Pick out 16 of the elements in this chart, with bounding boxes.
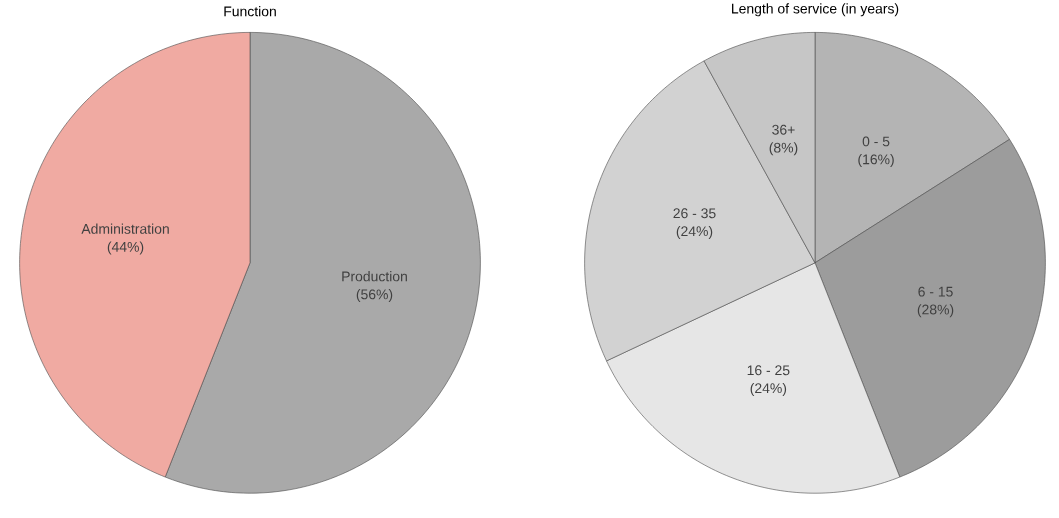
data-label: (24%) bbox=[750, 383, 787, 397]
slice-label: Production bbox=[342, 271, 407, 282]
slice-label: Administration bbox=[81, 223, 169, 234]
slice-label: 26 - 35 bbox=[673, 208, 716, 219]
slice-label: 36+ bbox=[772, 124, 795, 135]
chart-title: Function bbox=[224, 6, 276, 17]
data-label: (28%) bbox=[917, 304, 954, 318]
data-label: (56%) bbox=[356, 289, 393, 303]
data-label: (24%) bbox=[676, 226, 713, 240]
chart-title: Length of service (in years) bbox=[732, 3, 899, 17]
slice-label: 0 - 5 bbox=[862, 136, 890, 147]
data-label: (8%) bbox=[769, 142, 798, 156]
data-label: (16%) bbox=[858, 154, 894, 168]
data-label: (44%) bbox=[107, 241, 144, 255]
slice-label: 16 - 25 bbox=[747, 365, 790, 376]
slice-label: 6 - 15 bbox=[918, 286, 953, 297]
